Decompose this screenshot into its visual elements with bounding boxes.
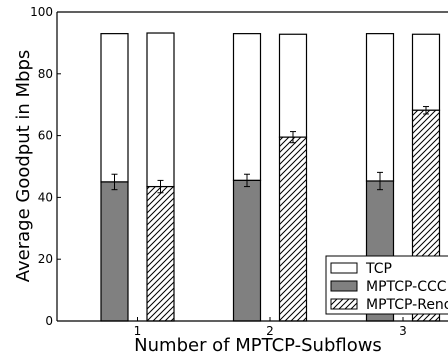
legend-label-reno: MPTCP-Reno: [366, 297, 448, 313]
y-tick-label-0: 0: [45, 314, 53, 328]
x-tick-label-3: 3: [399, 324, 407, 338]
legend-swatch-ccc: [330, 280, 358, 292]
bar-tcp-1-ccc: [100, 33, 129, 183]
y-tick-label-40: 40: [38, 190, 53, 204]
y-tick-label-100: 100: [30, 5, 53, 19]
legend-swatch-reno: [330, 298, 358, 310]
y-axis-label: Average Goodput in Mbps: [13, 50, 34, 283]
bar-reno-1: [146, 185, 175, 322]
y-tick-label-80: 80: [38, 67, 53, 81]
bar-tcp-2-reno: [278, 33, 308, 138]
y-tick-label-60: 60: [38, 129, 53, 143]
legend-label-tcp: TCP: [365, 261, 392, 277]
axes: 0 20 40 60 80 100 1 2 3: [30, 5, 448, 338]
legend-label-ccc: MPTCP-CCC: [366, 279, 447, 295]
bar-ccc-1: [100, 181, 129, 322]
bar-tcp-3-reno: [411, 33, 441, 111]
x-axis-label: Number of MPTCP-Subflows: [134, 335, 382, 356]
bar-tcp-1-reno: [146, 32, 175, 188]
bar-reno-2: [278, 136, 308, 322]
legend-swatch-tcp: [330, 262, 358, 274]
y-tick-label-20: 20: [38, 252, 53, 266]
bar-ccc-2: [232, 179, 262, 322]
legend: TCP MPTCP-CCC MPTCP-Reno: [325, 255, 448, 315]
x-tick-label-2: 2: [266, 324, 274, 338]
x-tick-label-1: 1: [134, 324, 142, 338]
bar-tcp-3-ccc: [365, 33, 395, 182]
bar-tcp-2-ccc: [232, 33, 262, 182]
bar-marks: [100, 32, 441, 322]
